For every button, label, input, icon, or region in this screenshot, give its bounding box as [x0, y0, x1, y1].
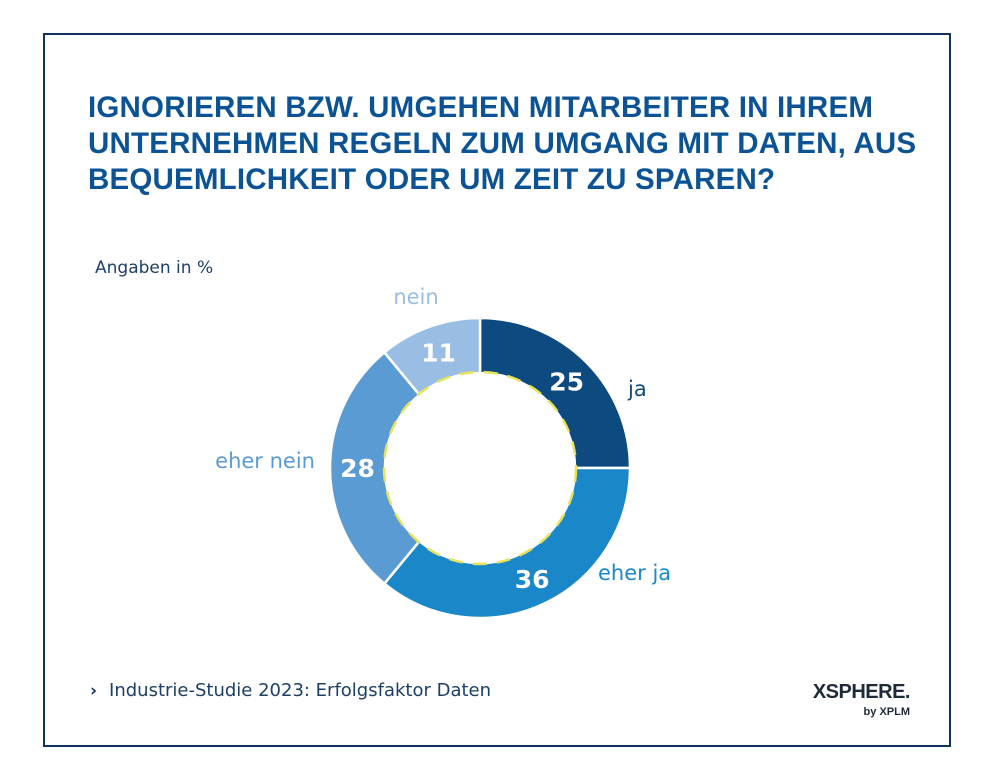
source-footer: › Industrie-Studie 2023: Erfolgsfaktor Da…	[90, 680, 491, 701]
dashed-inner-ring	[382, 370, 578, 566]
slice-eher-ja	[382, 466, 632, 620]
chevron-right-icon: ›	[90, 681, 98, 701]
value-label: 11	[421, 339, 456, 368]
slice-nein	[382, 316, 482, 397]
category-label: ja	[627, 377, 647, 401]
logo-brand: XSPHERE.	[812, 681, 911, 703]
value-label: 28	[340, 454, 375, 483]
xsphere-logo: XSPHERE. by XPLM	[800, 681, 911, 719]
slice-ja	[478, 316, 632, 470]
chart-title: IGNORIEREN BZW. UMGEHEN MITARBEITER IN I…	[88, 91, 917, 196]
unit-note: Angaben in %	[95, 258, 214, 278]
source-text: Industrie-Studie 2023: Erfolgsfaktor Dat…	[109, 680, 492, 701]
value-label: 36	[515, 565, 550, 594]
category-label: nein	[393, 285, 438, 309]
chart-frame	[43, 33, 951, 747]
category-label: eher ja	[598, 561, 671, 585]
value-label: 25	[549, 367, 584, 396]
category-labels: ja eher ja eher nein nein	[215, 285, 671, 585]
donut-slices	[328, 316, 632, 620]
value-labels: 25 36 28 11	[340, 339, 584, 594]
logo-byline: by XPLM	[863, 706, 910, 718]
category-label: eher nein	[215, 449, 315, 473]
